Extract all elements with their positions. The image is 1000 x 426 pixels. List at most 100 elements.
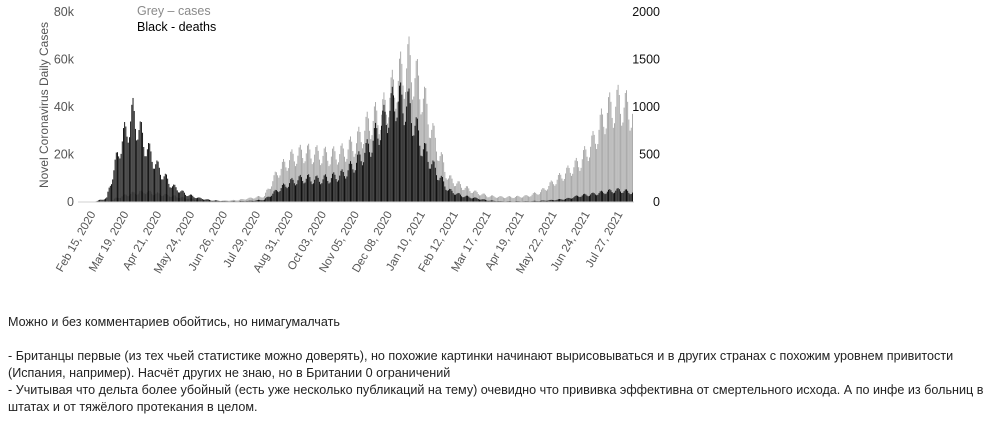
deaths-bar bbox=[143, 147, 145, 202]
deaths-bar bbox=[341, 169, 343, 202]
cases-bar bbox=[518, 196, 520, 202]
deaths-bar bbox=[434, 167, 436, 202]
cases-bar bbox=[273, 175, 275, 202]
deaths-bar bbox=[542, 200, 544, 202]
deaths-bar bbox=[123, 128, 124, 202]
cases-bar bbox=[275, 172, 277, 202]
cases-bar bbox=[606, 112, 608, 202]
cases-bar bbox=[249, 197, 251, 202]
cases-bar bbox=[526, 195, 528, 202]
cases-bar bbox=[602, 114, 604, 202]
cases-bar bbox=[494, 197, 496, 202]
cases-bar bbox=[293, 161, 295, 202]
cases-bar bbox=[304, 161, 306, 202]
deaths-bar bbox=[555, 200, 557, 202]
y-left-tick-label: 40k bbox=[54, 100, 75, 114]
deaths-bar bbox=[388, 127, 390, 202]
deaths-bar bbox=[172, 186, 173, 202]
cases-bar bbox=[569, 172, 571, 202]
cases-bar bbox=[610, 101, 612, 202]
cases-bar bbox=[451, 178, 453, 202]
deaths-bar bbox=[170, 187, 172, 202]
deaths-bar bbox=[449, 188, 451, 202]
deaths-bar bbox=[378, 144, 380, 202]
deaths-bar bbox=[260, 200, 262, 202]
deaths-bar bbox=[345, 178, 347, 202]
deaths-bar bbox=[285, 186, 287, 202]
cases-bar bbox=[504, 198, 506, 202]
cases-bar bbox=[549, 182, 551, 202]
deaths-bar bbox=[293, 183, 295, 202]
deaths-bar bbox=[248, 200, 250, 202]
deaths-bar bbox=[373, 128, 375, 202]
deaths-bar bbox=[563, 199, 565, 202]
deaths-bar bbox=[626, 189, 627, 202]
cases-bar bbox=[482, 193, 484, 202]
covid-chart: Novel Coronavirus Daily Cases 0 20k 40k 60k… bbox=[37, 4, 660, 276]
deaths-bar bbox=[456, 193, 458, 202]
cases-bar bbox=[627, 101, 629, 202]
cases-bar bbox=[611, 117, 613, 202]
cases-bar bbox=[559, 172, 561, 202]
deaths-bar bbox=[433, 161, 435, 202]
deaths-bar bbox=[424, 143, 425, 202]
y-left-tick-label: 20k bbox=[54, 148, 75, 162]
deaths-bar bbox=[390, 93, 392, 202]
cases-bar bbox=[471, 192, 473, 202]
deaths-bar bbox=[413, 135, 415, 202]
cases-bar bbox=[234, 200, 236, 202]
deaths-bar bbox=[630, 193, 632, 202]
deaths-bar bbox=[560, 199, 562, 202]
cases-bar bbox=[502, 197, 504, 202]
cases-bar bbox=[581, 159, 583, 202]
cases-bar bbox=[247, 198, 249, 202]
cases-bar bbox=[574, 160, 576, 202]
cases-bar bbox=[624, 92, 626, 202]
deaths-bar bbox=[161, 179, 163, 202]
deaths-bar bbox=[482, 199, 484, 202]
post-text: Можно и без комментариев обойтись, но ни… bbox=[8, 314, 993, 416]
deaths-bar bbox=[360, 161, 362, 202]
cases-bar bbox=[231, 200, 233, 202]
cases-bar bbox=[474, 190, 476, 202]
deaths-bar bbox=[163, 176, 165, 202]
deaths-bar bbox=[604, 194, 606, 202]
cases-bar bbox=[530, 196, 532, 202]
deaths-bar bbox=[602, 191, 604, 202]
cases-bar bbox=[621, 125, 623, 202]
deaths-bar bbox=[307, 175, 308, 202]
deaths-bar bbox=[586, 195, 588, 202]
y-right-tick-label: 1500 bbox=[632, 53, 660, 67]
deaths-bar bbox=[211, 200, 213, 202]
post-paragraph-2: - Британцы первые (из тех чьей статистик… bbox=[8, 349, 954, 380]
deaths-bar bbox=[450, 189, 452, 202]
cases-bar bbox=[553, 184, 555, 202]
deaths-bar bbox=[458, 193, 460, 202]
deaths-bar bbox=[596, 195, 598, 202]
cases-bar bbox=[308, 143, 310, 202]
deaths-bar bbox=[543, 200, 545, 202]
deaths-bar bbox=[615, 190, 617, 202]
deaths-bar bbox=[554, 200, 556, 202]
deaths-bar bbox=[179, 192, 181, 202]
cases-bar bbox=[512, 198, 514, 202]
deaths-bar bbox=[617, 187, 619, 202]
cases-bar bbox=[271, 186, 273, 202]
deaths-bar bbox=[100, 199, 102, 202]
cases-bar bbox=[248, 197, 250, 202]
deaths-bar bbox=[488, 200, 490, 202]
cases-bar bbox=[241, 198, 243, 202]
deaths-bar bbox=[419, 145, 421, 202]
deaths-bar bbox=[541, 200, 543, 202]
deaths-bar bbox=[109, 185, 111, 202]
cases-bar bbox=[626, 90, 627, 202]
deaths-bar bbox=[273, 191, 275, 202]
deaths-bar bbox=[253, 200, 255, 202]
deaths-bar bbox=[298, 176, 300, 202]
cases-bar bbox=[240, 199, 241, 202]
y-right-tick-label: 500 bbox=[639, 148, 660, 162]
cases-bar bbox=[511, 197, 513, 202]
cases-bar bbox=[462, 189, 464, 202]
cases-bar bbox=[622, 122, 624, 202]
cases-bar bbox=[479, 195, 480, 202]
